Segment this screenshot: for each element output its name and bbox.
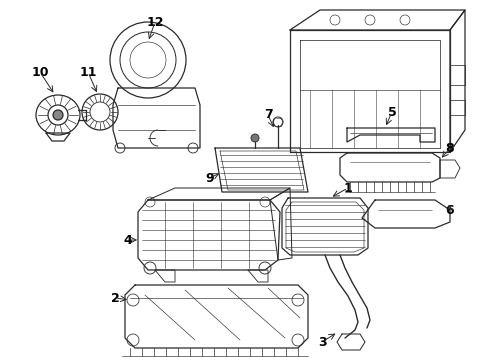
Text: 3: 3 [318, 336, 326, 348]
Text: 12: 12 [146, 15, 164, 28]
Text: 6: 6 [446, 203, 454, 216]
Text: 7: 7 [264, 108, 272, 122]
Text: 5: 5 [388, 105, 396, 118]
Circle shape [251, 134, 259, 142]
Text: 11: 11 [79, 66, 97, 78]
Text: 2: 2 [111, 292, 120, 305]
Text: 9: 9 [206, 171, 214, 184]
Circle shape [53, 110, 63, 120]
Text: 8: 8 [446, 141, 454, 154]
Text: 10: 10 [31, 66, 49, 78]
Text: 4: 4 [123, 234, 132, 247]
Text: 1: 1 [343, 181, 352, 194]
